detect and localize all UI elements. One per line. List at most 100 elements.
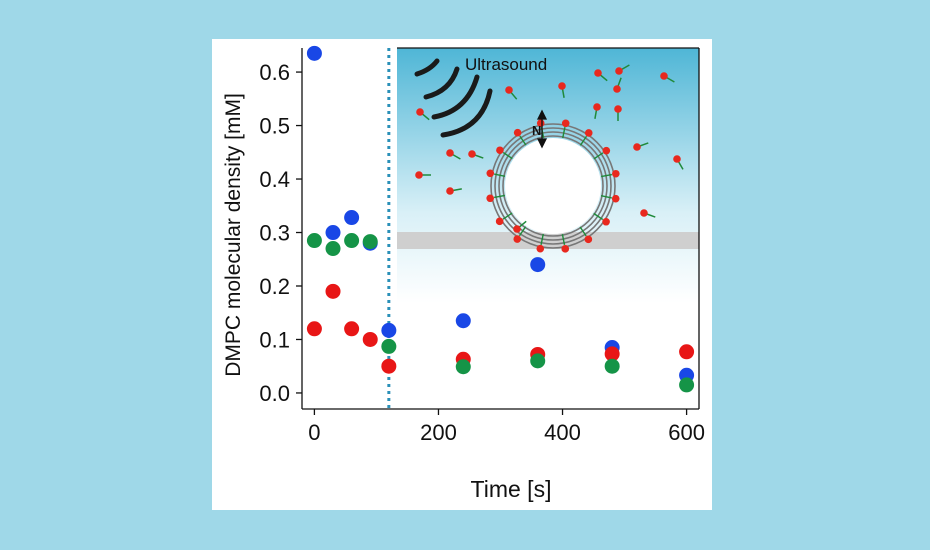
sound-wave-icon [414,58,493,138]
vesicle-core [505,138,601,234]
membrane-lipid-head [495,217,504,226]
data-point [344,321,360,337]
plot-frame [301,47,700,410]
vesicle-membrane [502,135,604,237]
vesicle-icon [486,119,620,253]
membrane-lipid-tail [502,151,513,160]
lipid-head [614,105,622,113]
data-point [530,257,546,273]
lipid-head [446,187,454,195]
data-point [362,234,378,250]
lipid-head [446,149,454,157]
y-axis-label: DMPC molecular density [mM] [222,93,245,377]
membrane-lipid-head [612,169,620,178]
membrane-lipid-tail [502,212,513,220]
membrane-lipid-tail [579,135,588,146]
membrane-lipid-head [584,129,593,137]
lipid-head [593,103,601,111]
data-point [381,358,397,374]
x-axis-ticks: 0 200 400 600 [308,409,705,445]
x-tick-label: 0 [308,420,320,445]
membrane-lipid-head [602,217,610,226]
membrane-lipid-head [496,146,504,155]
vesicle-membrane [494,127,612,245]
lipid-head [558,82,566,90]
scatter-chart: Ultrasound N 0 200 400 600 0.00.10.20.30.40… [222,45,705,502]
y-tick-label: 0.4 [259,167,290,192]
lipid-head [505,86,513,94]
lipid-head [415,171,423,179]
data-point [344,233,360,249]
membrane-lipid-tail [519,135,527,146]
membrane-lipid-head [584,235,593,244]
lipid-head [468,150,476,158]
membrane-lipid-tail [562,127,566,139]
membrane-lipid-tail [579,226,587,237]
lipid-head [633,143,641,151]
data-points [306,45,695,393]
data-point [679,344,695,360]
data-point [530,353,546,369]
membrane-lipid-head [561,245,570,253]
data-point [306,321,322,337]
membrane-lipid-tail [518,226,527,237]
lipid-head [640,209,648,217]
y-tick-label: 0.5 [259,114,290,139]
y-tick-label: 0.1 [259,327,290,352]
membrane-lipid-head [602,146,611,155]
data-point [306,233,322,249]
lipid-head [615,67,623,75]
membrane-lipid-head [486,169,495,178]
data-point [362,331,378,347]
data-point [455,313,471,329]
vesicle-membrane [490,123,616,249]
y-axis-ticks: 0.0 0.1 0.2 0.3 0.4 0.5 0.6 [259,60,302,406]
membrane-lipid-tail [593,152,604,160]
vesicle-membrane [498,131,608,241]
membrane-lipid-tail [494,173,506,177]
lipid-head [673,155,681,163]
y-tick-label: 0.6 [259,60,290,85]
figure-panel: Ultrasound N 0 200 400 600 0.0 0.1 0.2 0.3 0.4 0… [212,39,712,510]
lipid-head [594,69,602,77]
lipid-head [660,72,668,80]
ultrasound-label: Ultrasound [465,55,547,74]
data-point [306,45,322,61]
x-axis-label: Time [s] [471,476,552,502]
y-tick-label: 0.2 [259,274,290,299]
membrane-lipid-head [513,235,522,243]
data-point [344,210,360,226]
arrow-label: N [532,123,541,138]
membrane-lipid-head [536,244,545,253]
membrane-lipid-tail [600,195,612,199]
data-point [325,225,341,241]
lipid-head [613,85,621,93]
membrane-lipid-tail [600,173,613,178]
membrane-lipid-tail [561,233,566,246]
y-tick-label: 0.0 [259,381,290,406]
membrane-lipid-head [513,128,522,137]
membrane-lipid-tail [493,194,506,199]
double-arrow-icon [536,109,548,149]
data-point [455,359,471,375]
ultrasound-inset: Ultrasound N [397,48,699,348]
x-tick-label: 200 [420,420,457,445]
lipid-head [416,108,424,116]
data-point [679,377,695,393]
y-tick-label: 0.3 [259,221,290,246]
data-point [604,346,620,362]
membrane-lipid-head [486,194,494,203]
membrane-lipid-head [561,119,570,128]
x-tick-label: 600 [668,420,705,445]
membrane-lipid-tail [593,212,604,221]
data-point [325,283,341,299]
data-point [381,322,397,338]
membrane-lipid-tail [540,233,544,245]
free-lipid-molecules [415,64,684,233]
membrane-lipid-head [611,194,620,203]
lipid-head [513,225,521,233]
data-point [604,358,620,374]
x-tick-label: 400 [544,420,581,445]
data-point [381,338,397,354]
data-point [325,241,341,257]
